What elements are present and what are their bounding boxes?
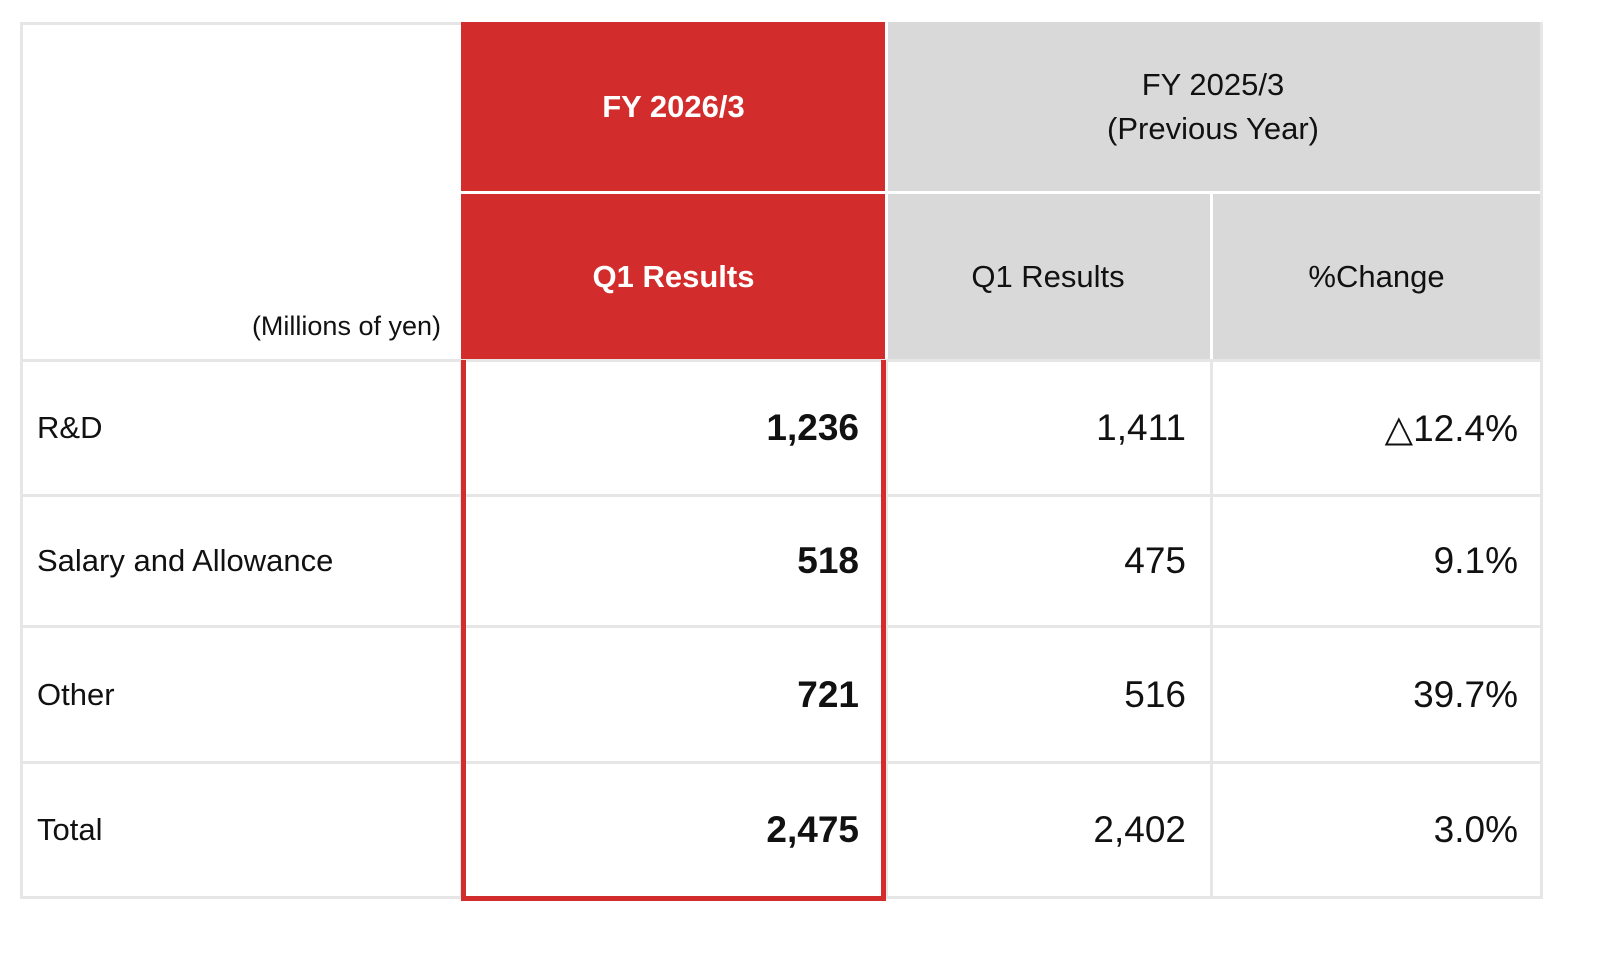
change-value-cell: 9.1% [1213,497,1540,625]
current-value-cell: 721 [463,628,885,761]
previous-q1-label: Q1 Results [971,259,1125,294]
previous-value-cell: 475 [888,497,1210,625]
previous-value-cell: 1,411 [888,362,1210,494]
previous-q1-header: Q1 Results [886,194,1210,360]
row-label-text: Total [37,812,103,847]
change-value-cell: 3.0% [1213,764,1540,896]
current-value-cell: 1,236 [463,362,885,494]
header-separator-vertical [1210,194,1213,360]
table-left-border [20,22,23,899]
previous-fy-header: FY 2025/3 (Previous Year) [886,22,1540,191]
row-separator [20,494,1543,497]
table-bottom-border [20,896,1543,899]
change-value-cell: 39.7% [1213,628,1540,761]
change-value-cell: △12.4% [1213,362,1540,494]
row-label-other: Other [20,628,460,761]
current-q1-label: Q1 Results [592,259,755,294]
previous-value-cell: 516 [888,628,1210,761]
column-separator [885,360,888,899]
current-value-cell: 2,475 [463,764,885,896]
change-value: 3.0% [1433,809,1518,850]
row-label-rd: R&D [20,362,460,494]
previous-value: 2,402 [1093,809,1186,850]
current-value: 2,475 [766,809,859,850]
unit-label: (Millions of yen) [251,311,441,341]
unit-label-cell: (Millions of yen) [20,22,461,360]
previous-value: 516 [1124,673,1186,715]
current-value: 721 [797,673,859,715]
current-value: 518 [797,540,859,581]
row-label-total: Total [20,764,460,896]
previous-year-note: (Previous Year) [1107,110,1319,146]
header-separator [461,191,1540,194]
change-label: %Change [1308,259,1445,294]
change-value: 9.1% [1433,540,1518,581]
table-right-border [1540,22,1543,899]
table-top-border [20,22,461,25]
previous-value: 475 [1124,540,1186,581]
row-label-text: R&D [37,410,103,445]
current-fy-header: FY 2026/3 [461,22,886,191]
row-separator [20,359,1543,362]
row-separator [20,625,1543,628]
current-q1-header: Q1 Results [461,194,886,360]
current-value-cell: 518 [463,497,885,625]
current-fy-label: FY 2026/3 [602,88,745,124]
header-separator-vertical [885,22,888,360]
change-header: %Change [1213,194,1540,360]
previous-fy-label: FY 2025/3 [1141,66,1285,102]
expense-table: (Millions of yen) FY 2026/3 FY 2025/3 (P… [20,22,1598,932]
previous-value: 1,411 [1096,407,1186,448]
row-separator [20,761,1543,764]
change-value: 39.7% [1413,673,1518,715]
row-label-text: Other [37,676,115,712]
previous-value-cell: 2,402 [888,764,1210,896]
row-label-salary: Salary and Allowance [20,497,460,625]
column-separator [1210,360,1213,899]
current-value: 1,236 [766,407,859,448]
row-label-text: Salary and Allowance [37,543,334,578]
change-value: △12.4% [1384,407,1518,449]
